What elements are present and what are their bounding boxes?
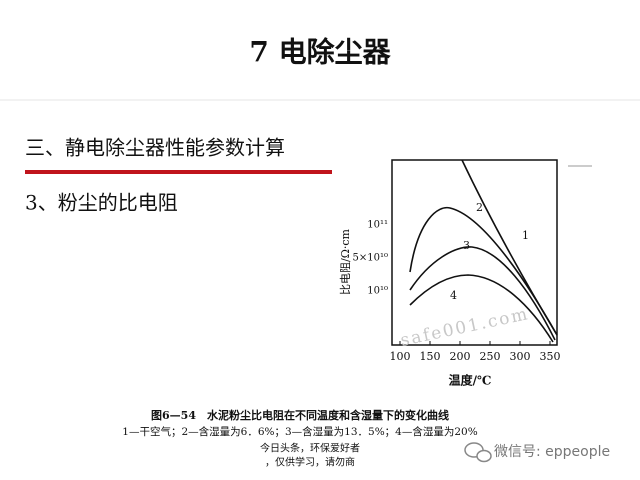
plot-frame <box>391 159 558 346</box>
heading: 三、静电除尘器性能参数计算 <box>25 136 285 160</box>
wechat-badge: 微信号: eppeople <box>464 442 610 463</box>
subheading: 3、粉尘的比电阻 <box>25 191 178 215</box>
curve <box>409 206 558 336</box>
x-axis-label: 温度/℃ <box>449 373 492 388</box>
x-tick-label: 300 <box>510 350 531 363</box>
figure-caption: 图6—54 水泥粉尘比电阻在不同温度和含湿量下的变化曲线 <box>151 408 449 422</box>
y-tick-label: 10¹⁰ <box>367 286 388 297</box>
wechat-id: 微信号: eppeople <box>494 444 610 460</box>
y-tick-label: 10¹¹ <box>367 220 388 231</box>
figure-background <box>332 145 568 403</box>
curve-label: 4 <box>450 289 457 302</box>
curve <box>409 246 556 341</box>
y-tick-label: 5×10¹⁰ <box>353 253 388 264</box>
x-tick-label: 250 <box>480 350 501 363</box>
x-tick-label: 200 <box>450 350 471 363</box>
source-line: ，仅供学习，请勿商 <box>265 456 355 469</box>
y-axis-label: 比电阻/Ω·cm <box>339 228 352 294</box>
source-line: 今日头条，环保爱好者 <box>260 442 360 455</box>
figure: safe001.com 1 2 3 4 10¹¹ 5×10¹⁰ 10¹⁰ 比电阻… <box>332 145 568 403</box>
curve <box>409 274 554 343</box>
figure-legend: 1—干空气；2—含湿量为6．6%；3—含湿量为13．5%；4—含湿量为20% <box>122 425 477 438</box>
x-tick-label: 100 <box>390 350 411 363</box>
curve-label: 2 <box>476 201 483 214</box>
slide-title: 7 电除尘器 <box>249 36 391 69</box>
x-tick-label: 150 <box>420 350 441 363</box>
curve-label: 1 <box>522 229 529 242</box>
curve-label: 3 <box>463 239 470 252</box>
x-tick-label: 350 <box>540 350 561 363</box>
wechat-icon <box>476 449 492 463</box>
